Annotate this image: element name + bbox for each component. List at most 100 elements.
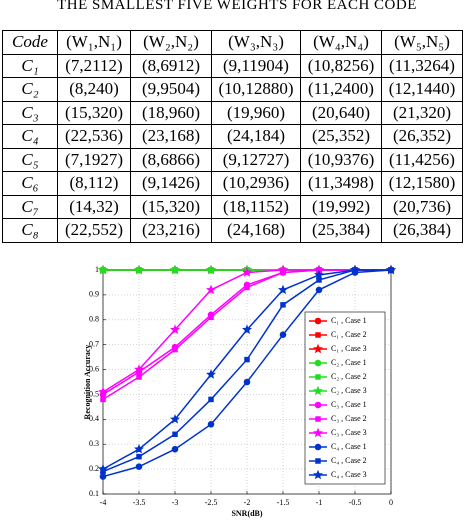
table-cell: (21,320) (381, 100, 463, 125)
table-cell: (18,960) (130, 100, 212, 125)
table-row: C₂ (8,240) (9,9504) (10,12880) (11,2400) (12,… (2, 77, 463, 102)
point (278, 284, 288, 295)
table-cell: (15,320) (57, 100, 131, 125)
legend-marker (314, 401, 322, 409)
point (244, 284, 250, 291)
table-row: C₃ (15,320) (18,960) (19,960) (20,640) (21,32… (2, 100, 463, 125)
table-row: C₅ (7,1927) (8,6866) (9,12727) (10,9376) (11,… (2, 147, 463, 172)
legend-label: C₄ , Case 2 (331, 456, 367, 465)
table-cell: (11,4256) (381, 147, 463, 172)
table-row: C₈ (22,552) (23,216) (24,168) (25,384) (26,38… (2, 218, 463, 243)
x-tick-label: -4 (100, 498, 107, 507)
point (98, 386, 108, 397)
table-row: C₆ (8,112) (9,1426) (10,2936) (11,3498) (12,1… (2, 171, 463, 196)
table-cell: (9,12727) (211, 147, 301, 172)
weights-table: Code (W₁,N₁) (W₂,N₂) (W₃,N₃) (W₄,N₄) (W₅,N₅) C… (2, 30, 463, 243)
table-cell: (26,384) (381, 218, 463, 243)
point (315, 286, 323, 294)
point (350, 264, 360, 275)
table-cell: (W₁,N₁) (57, 30, 131, 55)
table-cell: (10,9376) (300, 147, 382, 172)
x-axis-label: SNR(dB) (231, 509, 262, 518)
legend-marker (314, 359, 322, 367)
x-tick-label: -2 (244, 498, 251, 507)
table-cell: (19,992) (300, 194, 382, 219)
point (242, 324, 252, 334)
legend-label: C₂ , Case 3 (331, 386, 367, 395)
legend-marker (313, 469, 323, 480)
legend-marker (315, 332, 321, 338)
legend-label: C₁ , Case 2 (331, 330, 367, 339)
legend-marker (314, 317, 322, 325)
table-cell: (15,320) (130, 194, 212, 219)
legend-label: C₃ , Case 3 (331, 428, 367, 437)
point (316, 277, 322, 283)
table-row: C₇ (14,32) (15,320) (18,1152) (19,992) (20,73… (2, 194, 463, 219)
point (134, 264, 144, 275)
chart: 0.1 0.2 0.3 0.4 0.5 0.6 0.7 0.8 0.9 1 -4 -3.5 -3 -2.5… (83, 264, 396, 518)
table-cell: (W₄,N₄) (300, 30, 382, 55)
point (98, 463, 108, 474)
table-cell: C₄ (2, 124, 58, 149)
point (134, 364, 144, 374)
y-tick-label: 0.9 (89, 290, 99, 299)
table-row: C₁ (7,2112) (8,6912) (9,11904) (10,8256) (11,… (2, 53, 463, 78)
table-cell: (9,11904) (211, 53, 301, 78)
point (243, 378, 251, 386)
point (242, 267, 252, 277)
x-tick-label: -3 (172, 498, 179, 507)
point (206, 284, 216, 295)
legend-label: C₁ , Case 1 (331, 316, 367, 325)
table-cell: (10,2936) (211, 171, 301, 196)
table-cell: (26,352) (381, 124, 463, 149)
legend-label: C₃ , Case 2 (331, 414, 367, 423)
point (99, 473, 107, 480)
x-tick-label: -3.5 (133, 498, 146, 507)
point (136, 374, 142, 380)
table-cell: C₈ (2, 218, 58, 243)
y-tick-label: 0.3 (89, 439, 99, 448)
x-tick-label: -2.5 (205, 498, 218, 507)
table-cell: (18,1152) (211, 194, 301, 219)
table-cell: (9,1426) (130, 171, 212, 196)
table-cell: (W₅,N₅) (381, 30, 463, 55)
legend-label: C₄ , Case 3 (331, 470, 367, 479)
point (170, 264, 180, 275)
table-cell: (7,2112) (57, 53, 131, 78)
table-cell: (12,1580) (381, 171, 463, 196)
point (206, 264, 216, 275)
table-caption: THE SMALLEST FIVE WEIGHTS FOR EACH CODE (57, 0, 417, 13)
table-cell: Code (2, 30, 58, 55)
table-cell: (8,6912) (130, 53, 212, 78)
point (171, 445, 179, 453)
y-axis-label: Recognition Accuracy (83, 345, 92, 420)
y-tick-label: 1 (95, 265, 99, 274)
table-cell: (20,736) (381, 194, 463, 219)
table-cell: (12,1440) (381, 77, 463, 102)
legend-marker (313, 385, 323, 396)
table-row: C₄ (22,536) (23,168) (24,184) (25,352) (26,35… (2, 124, 463, 149)
table-cell: (10,8256) (300, 53, 382, 78)
legend-marker (313, 343, 323, 354)
point (172, 431, 178, 438)
table-cell: (7,1927) (57, 147, 131, 172)
legend-label: C₁ , Case 3 (331, 344, 367, 353)
point (98, 264, 108, 275)
y-tick-label: 0.6 (89, 364, 99, 373)
table-cell: (20,640) (300, 100, 382, 125)
point (278, 264, 288, 275)
point (206, 369, 216, 379)
table-cell: (14,32) (57, 194, 131, 219)
point (100, 396, 106, 403)
table-cell: (W₂,N₂) (130, 30, 212, 55)
y-tick-label: 0.7 (89, 339, 99, 348)
legend-marker (314, 443, 322, 451)
point (134, 443, 144, 454)
point (244, 356, 250, 363)
x-tick-label: 0 (389, 498, 393, 507)
point (170, 324, 180, 334)
point (207, 421, 215, 428)
legend-marker (315, 374, 321, 380)
point (136, 453, 142, 460)
